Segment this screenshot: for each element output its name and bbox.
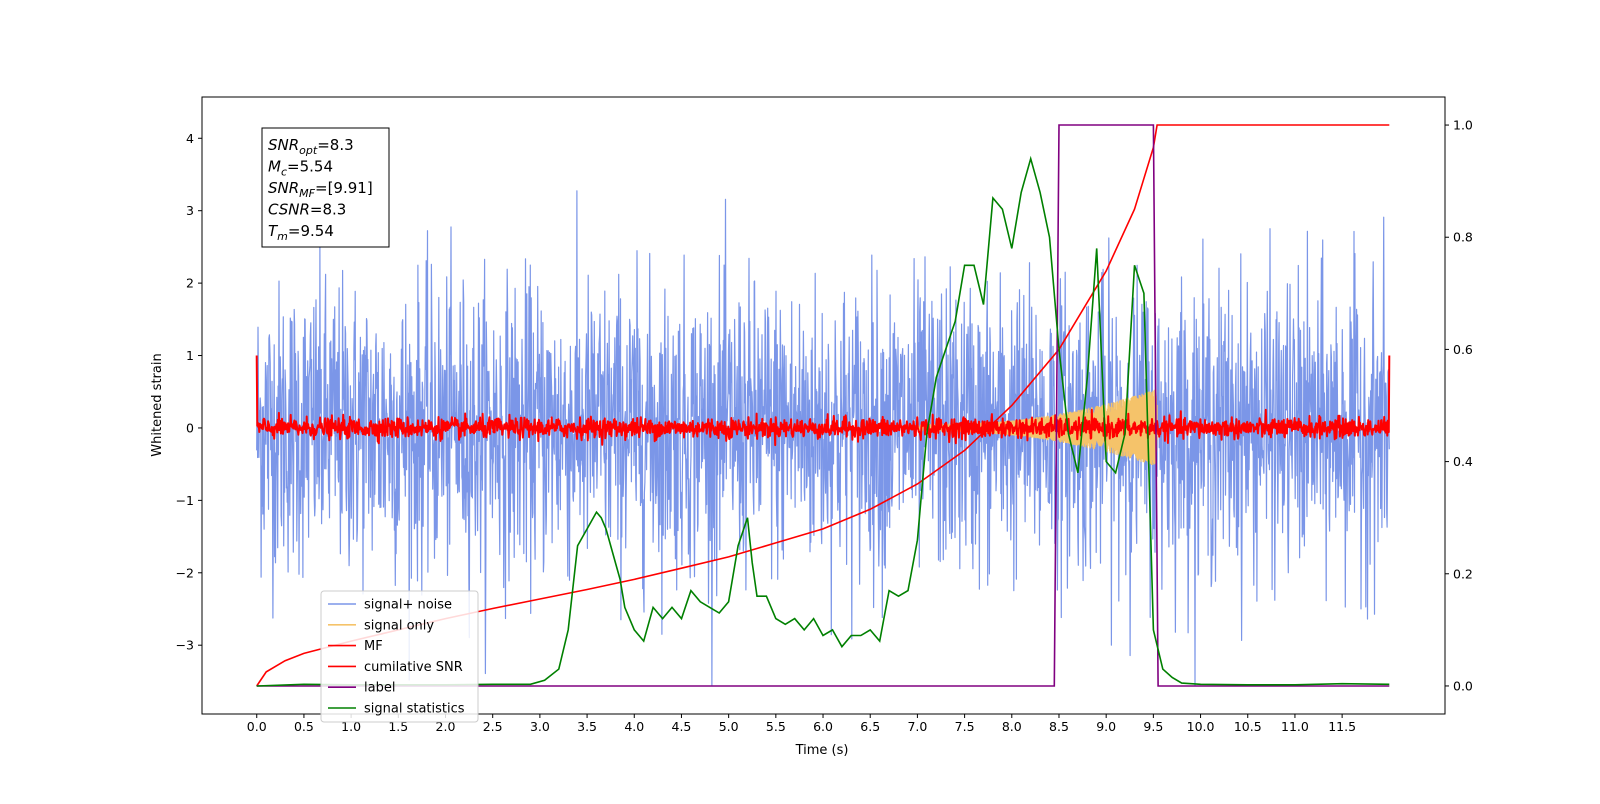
legend-label: signal only [364,618,434,633]
x-tick-label: 8.0 [1002,719,1022,734]
x-axis: 0.0 0.5 1.0 1.5 2.0 2.5 3.0 3.5 4.0 4.5 5.0 5.5 6.0 6… [247,714,1356,734]
info-box-frame [261,127,390,248]
info-box-line: Mc=5.54 [268,158,333,179]
y-right-tick-label: 0.2 [1453,566,1473,581]
y-right-tick-label: 1.0 [1453,118,1473,133]
legend-label: cumilative SNR [364,660,463,675]
y-tick-label: −2 [176,565,194,580]
info-box-line: Tm=9.54 [268,222,334,243]
x-tick-label: 6.0 [813,719,833,734]
y-tick-label: 2 [186,276,194,291]
x-tick-label: 3.5 [577,719,597,734]
legend-label: label [364,681,395,696]
legend-label: signal statistics [364,702,465,717]
x-tick-label: 4.0 [624,719,644,734]
y-tick-label: 1 [186,348,194,363]
x-tick-label: 2.5 [483,719,503,734]
x-tick-label: 8.5 [1049,719,1069,734]
x-tick-label: 1.5 [388,719,408,734]
x-tick-label: 11.0 [1281,719,1309,734]
y-tick-label: 3 [186,203,194,218]
y-tick-label: −3 [176,638,194,653]
info-box-line: CSNR=8.3 [268,201,346,219]
series-mf-line [255,355,1391,447]
x-tick-label: 3.0 [530,719,550,734]
x-tick-label: 11.5 [1328,719,1356,734]
x-tick-label: 10.5 [1234,719,1262,734]
y-right-tick-label: 0.8 [1453,230,1473,245]
y-tick-label: −1 [176,493,194,508]
x-tick-label: 0.0 [247,719,267,734]
legend: signal+ noise signal only MF cumilative SNR… [320,590,479,723]
y-axis-right: 1.0 0.8 0.6 0.4 0.2 0.0 [1445,118,1473,693]
x-tick-label: 10.0 [1187,719,1215,734]
info-box-line: SNRopt=8.3 [268,136,354,157]
y-right-tick-label: 0.6 [1453,342,1473,357]
legend-frame [320,590,479,723]
y-axis-left: 4 3 2 1 0 −1 −2 −3 [176,131,202,653]
series-signal-noise-line [256,190,1390,686]
x-tick-label: 5.0 [719,719,739,734]
y-axis-label: Whitened strain [150,353,165,456]
series-label-line [256,124,1390,687]
y-tick-label: 4 [186,131,194,146]
x-tick-label: 1.0 [341,719,361,734]
y-right-tick-label: 0.4 [1453,454,1473,469]
x-tick-label: 5.5 [766,719,786,734]
y-right-tick-label: 0.0 [1453,678,1473,693]
x-tick-label: 9.0 [1096,719,1116,734]
legend-label: MF [364,639,383,654]
x-tick-label: 7.0 [907,719,927,734]
x-tick-label: 2.0 [436,719,456,734]
x-tick-label: 6.5 [860,719,880,734]
x-tick-label: 0.5 [294,719,314,734]
x-axis-label: Time (s) [795,743,849,758]
series-signal-statistics-line [256,155,1390,687]
y-tick-label: 0 [186,420,194,435]
x-tick-label: 7.5 [955,719,975,734]
x-tick-label: 4.5 [672,719,692,734]
x-tick-label: 9.5 [1143,719,1163,734]
info-box-line: SNRMF=[9.91] [268,179,373,200]
legend-label: signal+ noise [364,598,452,613]
